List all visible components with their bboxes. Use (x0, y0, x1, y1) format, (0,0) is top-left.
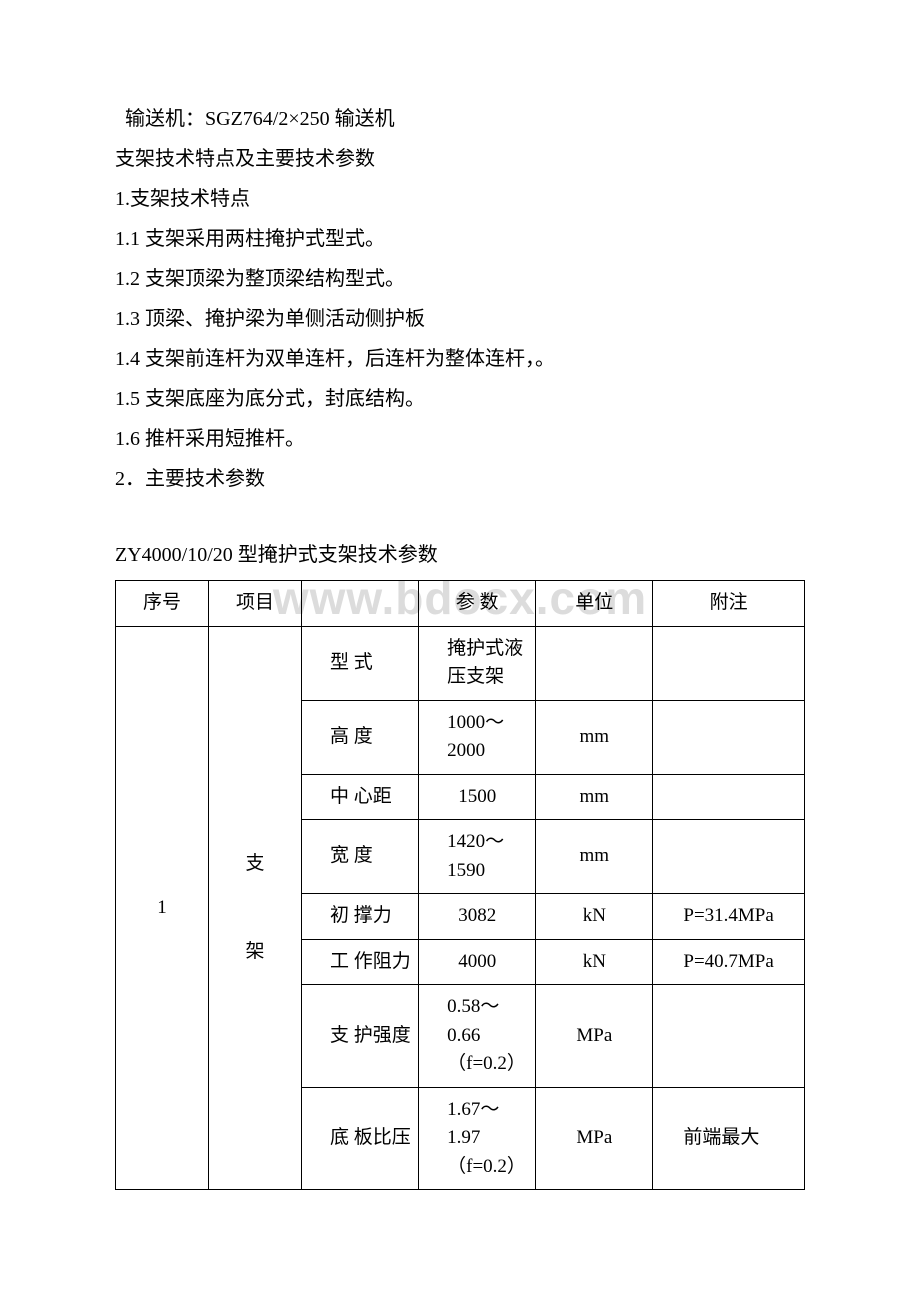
cell-note-3 (653, 820, 805, 894)
th-param: 参 数 (419, 581, 536, 627)
th-unit: 单位 (536, 581, 653, 627)
text-line-5: 1.2 支架顶梁为整顶梁结构型式。 (115, 260, 805, 298)
cell-unit-6: MPa (536, 985, 653, 1088)
table-header-row: 序号 项目 参 数 单位 附注 (116, 581, 805, 627)
text-line-9: 1.6 推杆采用短推杆。 (115, 420, 805, 458)
cell-unit-7: MPa (536, 1087, 653, 1190)
text-line-7: 1.4 支架前连杆为双单连杆，后连杆为整体连杆，。 (115, 340, 805, 378)
cell-note-4: P=31.4MPa (653, 894, 805, 940)
cell-label-5: 工 作阻力 (302, 939, 419, 985)
cell-param-5: 4000 (419, 939, 536, 985)
text-line-10: 2．主要技术参数 (115, 460, 805, 498)
text-line-4: 1.1 支架采用两柱掩护式型式。 (115, 220, 805, 258)
cell-unit-5: kN (536, 939, 653, 985)
table-title: ZY4000/10/20 型掩护式支架技术参数 (115, 536, 805, 574)
cell-param-7: 1.67～1.97（f=0.2） (419, 1087, 536, 1190)
cell-unit-4: kN (536, 894, 653, 940)
cell-unit-0 (536, 626, 653, 700)
spec-table: 序号 项目 参 数 单位 附注 1 支架 型 式 掩护式液压支架 高 度 100… (115, 580, 805, 1190)
cell-label-1: 高 度 (302, 700, 419, 774)
cell-label-3: 宽 度 (302, 820, 419, 894)
cell-param-3: 1420～1590 (419, 820, 536, 894)
cell-unit-2: mm (536, 774, 653, 820)
cell-note-7: 前端最大 (653, 1087, 805, 1190)
document-content: 输送机：SGZ764/2×250 输送机 支架技术特点及主要技术参数 1.支架技… (115, 100, 805, 1190)
cell-note-0 (653, 626, 805, 700)
cell-param-1: 1000～2000 (419, 700, 536, 774)
cell-note-1 (653, 700, 805, 774)
th-item: 项目 (209, 581, 302, 627)
cell-seq: 1 (116, 626, 209, 1190)
cell-unit-3: mm (536, 820, 653, 894)
th-note: 附注 (653, 581, 805, 627)
cell-unit-1: mm (536, 700, 653, 774)
cell-param-2: 1500 (419, 774, 536, 820)
cell-param-6: 0.58～0.66（f=0.2） (419, 985, 536, 1088)
cell-note-6 (653, 985, 805, 1088)
cell-label-0: 型 式 (302, 626, 419, 700)
cell-label-6: 支 护强度 (302, 985, 419, 1088)
item-top: 支 (245, 853, 264, 874)
text-line-2: 支架技术特点及主要技术参数 (115, 140, 805, 178)
cell-param-4: 3082 (419, 894, 536, 940)
item-bot: 架 (245, 941, 264, 962)
cell-item: 支架 (209, 626, 302, 1190)
cell-label-7: 底 板比压 (302, 1087, 419, 1190)
th-seq: 序号 (116, 581, 209, 627)
text-line-1: 输送机：SGZ764/2×250 输送机 (115, 100, 805, 138)
text-line-6: 1.3 顶梁、掩护梁为单侧活动侧护板 (115, 300, 805, 338)
cell-note-2 (653, 774, 805, 820)
cell-param-0: 掩护式液压支架 (419, 626, 536, 700)
table-row: 1 支架 型 式 掩护式液压支架 (116, 626, 805, 700)
cell-label-2: 中 心距 (302, 774, 419, 820)
th-blank (302, 581, 419, 627)
cell-note-5: P=40.7MPa (653, 939, 805, 985)
text-line-3: 1.支架技术特点 (115, 180, 805, 218)
cell-label-4: 初 撑力 (302, 894, 419, 940)
text-line-8: 1.5 支架底座为底分式，封底结构。 (115, 380, 805, 418)
